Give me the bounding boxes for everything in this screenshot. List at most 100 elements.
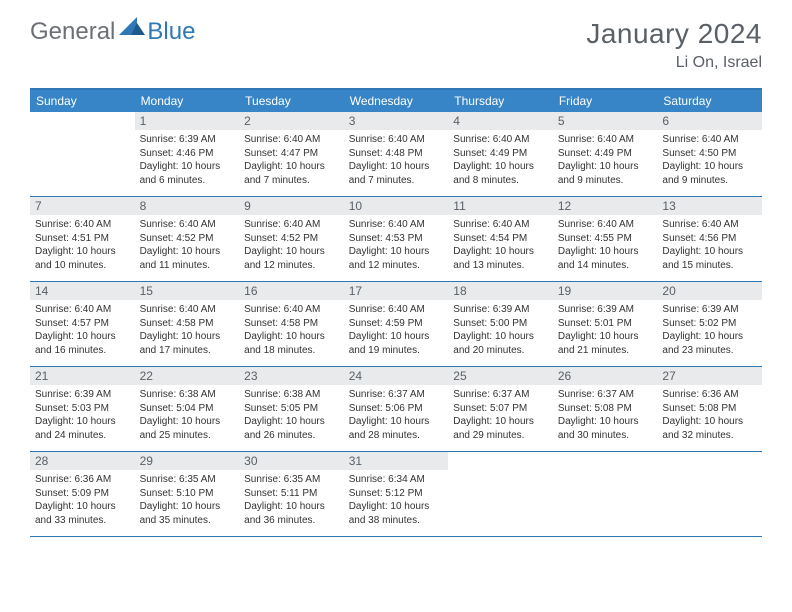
sunrise-line: Sunrise: 6:34 AM — [349, 473, 444, 487]
calendar-cell: 19Sunrise: 6:39 AMSunset: 5:01 PMDayligh… — [553, 282, 658, 366]
day-body: Sunrise: 6:40 AMSunset: 4:56 PMDaylight:… — [657, 215, 762, 277]
sunset-line: Sunset: 5:07 PM — [453, 402, 548, 416]
daylight-line-1: Daylight: 10 hours — [140, 500, 235, 514]
daylight-line-1: Daylight: 10 hours — [349, 500, 444, 514]
calendar-cell: 9Sunrise: 6:40 AMSunset: 4:52 PMDaylight… — [239, 197, 344, 281]
day-number: 31 — [344, 452, 449, 470]
daylight-line-1: Daylight: 10 hours — [35, 245, 130, 259]
sunrise-line: Sunrise: 6:40 AM — [35, 303, 130, 317]
day-body: Sunrise: 6:40 AMSunset: 4:49 PMDaylight:… — [553, 130, 658, 192]
sunrise-line: Sunrise: 6:37 AM — [558, 388, 653, 402]
sunset-line: Sunset: 5:09 PM — [35, 487, 130, 501]
sunrise-line: Sunrise: 6:40 AM — [662, 218, 757, 232]
daylight-line-1: Daylight: 10 hours — [662, 160, 757, 174]
calendar-cell: 30Sunrise: 6:35 AMSunset: 5:11 PMDayligh… — [239, 452, 344, 536]
logo-text-general: General — [30, 18, 115, 46]
daylight-line-1: Daylight: 10 hours — [662, 330, 757, 344]
sunset-line: Sunset: 5:00 PM — [453, 317, 548, 331]
calendar-cell: 8Sunrise: 6:40 AMSunset: 4:52 PMDaylight… — [135, 197, 240, 281]
calendar-cell: 16Sunrise: 6:40 AMSunset: 4:58 PMDayligh… — [239, 282, 344, 366]
sunrise-line: Sunrise: 6:36 AM — [35, 473, 130, 487]
sunset-line: Sunset: 4:47 PM — [244, 147, 339, 161]
sunrise-line: Sunrise: 6:35 AM — [244, 473, 339, 487]
daylight-line-1: Daylight: 10 hours — [662, 245, 757, 259]
daylight-line-1: Daylight: 10 hours — [140, 245, 235, 259]
day-header: Saturday — [657, 90, 762, 112]
day-number: 21 — [30, 367, 135, 385]
sunset-line: Sunset: 4:55 PM — [558, 232, 653, 246]
daylight-line-2: and 17 minutes. — [140, 344, 235, 358]
day-body: Sunrise: 6:39 AMSunset: 5:00 PMDaylight:… — [448, 300, 553, 362]
sunset-line: Sunset: 5:11 PM — [244, 487, 339, 501]
sunrise-line: Sunrise: 6:40 AM — [244, 218, 339, 232]
daylight-line-2: and 23 minutes. — [662, 344, 757, 358]
daylight-line-2: and 35 minutes. — [140, 514, 235, 528]
sunrise-line: Sunrise: 6:40 AM — [244, 133, 339, 147]
daylight-line-1: Daylight: 10 hours — [244, 245, 339, 259]
calendar-week: 1Sunrise: 6:39 AMSunset: 4:46 PMDaylight… — [30, 112, 762, 197]
daylight-line-2: and 21 minutes. — [558, 344, 653, 358]
title-block: January 2024 Li On, Israel — [586, 18, 762, 72]
calendar-cell: 10Sunrise: 6:40 AMSunset: 4:53 PMDayligh… — [344, 197, 449, 281]
day-body: Sunrise: 6:34 AMSunset: 5:12 PMDaylight:… — [344, 470, 449, 532]
sunset-line: Sunset: 4:58 PM — [244, 317, 339, 331]
calendar-cell: 20Sunrise: 6:39 AMSunset: 5:02 PMDayligh… — [657, 282, 762, 366]
daylight-line-1: Daylight: 10 hours — [35, 500, 130, 514]
sunset-line: Sunset: 4:51 PM — [35, 232, 130, 246]
sunset-line: Sunset: 4:50 PM — [662, 147, 757, 161]
day-body: Sunrise: 6:38 AMSunset: 5:05 PMDaylight:… — [239, 385, 344, 447]
sunrise-line: Sunrise: 6:40 AM — [558, 133, 653, 147]
sunrise-line: Sunrise: 6:38 AM — [140, 388, 235, 402]
sunrise-line: Sunrise: 6:37 AM — [349, 388, 444, 402]
daylight-line-1: Daylight: 10 hours — [244, 330, 339, 344]
day-body: Sunrise: 6:35 AMSunset: 5:11 PMDaylight:… — [239, 470, 344, 532]
day-header: Friday — [553, 90, 658, 112]
day-body — [30, 116, 135, 124]
sunrise-line: Sunrise: 6:39 AM — [35, 388, 130, 402]
daylight-line-2: and 26 minutes. — [244, 429, 339, 443]
calendar-cell: 12Sunrise: 6:40 AMSunset: 4:55 PMDayligh… — [553, 197, 658, 281]
day-header: Tuesday — [239, 90, 344, 112]
day-body: Sunrise: 6:40 AMSunset: 4:58 PMDaylight:… — [239, 300, 344, 362]
day-number: 23 — [239, 367, 344, 385]
day-body: Sunrise: 6:36 AMSunset: 5:09 PMDaylight:… — [30, 470, 135, 532]
day-body: Sunrise: 6:40 AMSunset: 4:54 PMDaylight:… — [448, 215, 553, 277]
daylight-line-2: and 14 minutes. — [558, 259, 653, 273]
daylight-line-2: and 8 minutes. — [453, 174, 548, 188]
daylight-line-2: and 30 minutes. — [558, 429, 653, 443]
day-header: Sunday — [30, 90, 135, 112]
day-number: 29 — [135, 452, 240, 470]
day-body: Sunrise: 6:37 AMSunset: 5:06 PMDaylight:… — [344, 385, 449, 447]
daylight-line-1: Daylight: 10 hours — [453, 245, 548, 259]
calendar-cell: 3Sunrise: 6:40 AMSunset: 4:48 PMDaylight… — [344, 112, 449, 196]
day-body: Sunrise: 6:40 AMSunset: 4:57 PMDaylight:… — [30, 300, 135, 362]
day-number: 30 — [239, 452, 344, 470]
sunset-line: Sunset: 4:52 PM — [140, 232, 235, 246]
sunrise-line: Sunrise: 6:40 AM — [558, 218, 653, 232]
daylight-line-1: Daylight: 10 hours — [558, 330, 653, 344]
calendar-week: 7Sunrise: 6:40 AMSunset: 4:51 PMDaylight… — [30, 197, 762, 282]
day-number: 13 — [657, 197, 762, 215]
day-body: Sunrise: 6:40 AMSunset: 4:49 PMDaylight:… — [448, 130, 553, 192]
day-body — [553, 456, 658, 464]
sunset-line: Sunset: 5:03 PM — [35, 402, 130, 416]
calendar-cell: 22Sunrise: 6:38 AMSunset: 5:04 PMDayligh… — [135, 367, 240, 451]
day-number: 26 — [553, 367, 658, 385]
sunset-line: Sunset: 4:59 PM — [349, 317, 444, 331]
day-number: 24 — [344, 367, 449, 385]
logo: General Blue — [30, 18, 195, 46]
daylight-line-2: and 13 minutes. — [453, 259, 548, 273]
day-number: 14 — [30, 282, 135, 300]
sunset-line: Sunset: 5:06 PM — [349, 402, 444, 416]
daylight-line-2: and 24 minutes. — [35, 429, 130, 443]
day-number: 12 — [553, 197, 658, 215]
sunrise-line: Sunrise: 6:40 AM — [662, 133, 757, 147]
logo-sail-icon — [119, 17, 145, 42]
day-number: 5 — [553, 112, 658, 130]
sunset-line: Sunset: 5:08 PM — [662, 402, 757, 416]
calendar-cell: 28Sunrise: 6:36 AMSunset: 5:09 PMDayligh… — [30, 452, 135, 536]
daylight-line-1: Daylight: 10 hours — [349, 415, 444, 429]
daylight-line-2: and 28 minutes. — [349, 429, 444, 443]
day-number: 9 — [239, 197, 344, 215]
sunrise-line: Sunrise: 6:35 AM — [140, 473, 235, 487]
